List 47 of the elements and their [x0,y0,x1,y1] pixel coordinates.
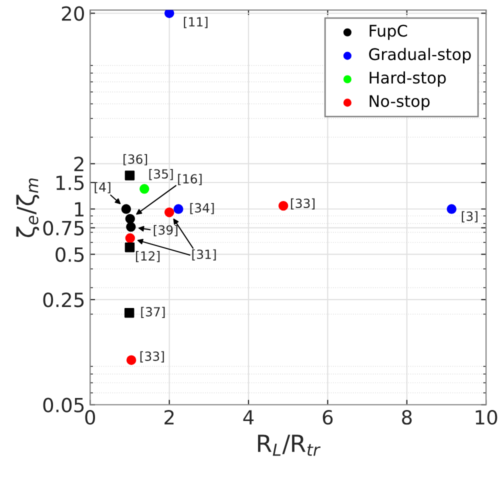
annotation: [34] [190,202,214,214]
x-tick-label: 4 [243,410,254,424]
point [124,170,135,180]
point [121,204,132,214]
y-tick-label: 2 [74,156,84,172]
x-axis-title: R$_{L}$/R$_{tr}$ [258,434,321,456]
annotation: [12] [136,251,160,262]
point [446,204,456,214]
point [164,207,174,218]
point [164,10,174,18]
point [124,308,134,318]
point [125,233,135,244]
point [174,204,184,214]
annotation: [11] [184,16,208,28]
annotation: [33] [291,198,315,210]
point [140,184,150,194]
legend-label: Gradual-stop [369,48,471,64]
y-tick-label: 1 [75,202,84,216]
x-tick-label: 0 [85,410,96,425]
y-tick-label: 1.5 [56,176,84,190]
y-tick-label: 0.25 [43,292,84,308]
annotation: [31] [192,249,216,261]
legend-label: FupC [370,24,408,40]
annotation: [39] [154,225,178,236]
annotation: [35] [149,168,173,180]
annotation: [37] [141,306,165,318]
annotation: [16] [178,174,202,186]
y-axis-title: ζ$_{e}$/ζ$_{m}$ [16,178,40,238]
x-tick-label: 6 [322,410,333,425]
y-tick-label: 0.75 [43,220,84,236]
legend-label: No-stop [370,95,430,110]
annotation: [36] [124,154,148,166]
point [126,222,136,232]
x-tick-label: 8 [402,410,412,425]
y-tick-label: 20 [62,6,84,21]
x-tick-label: 2 [164,410,174,424]
legend-label: Hard-stop [370,71,446,87]
y-tick-label: 0.5 [56,247,84,262]
annotation: [4] [94,182,110,194]
annotation: [33] [140,351,164,362]
point [125,214,135,224]
x-tick-label: 10 [476,410,498,425]
y-tick-label: 0.05 [43,398,84,412]
point [126,355,136,365]
annotation: [3] [462,211,478,222]
point [124,242,135,252]
point [278,200,288,211]
